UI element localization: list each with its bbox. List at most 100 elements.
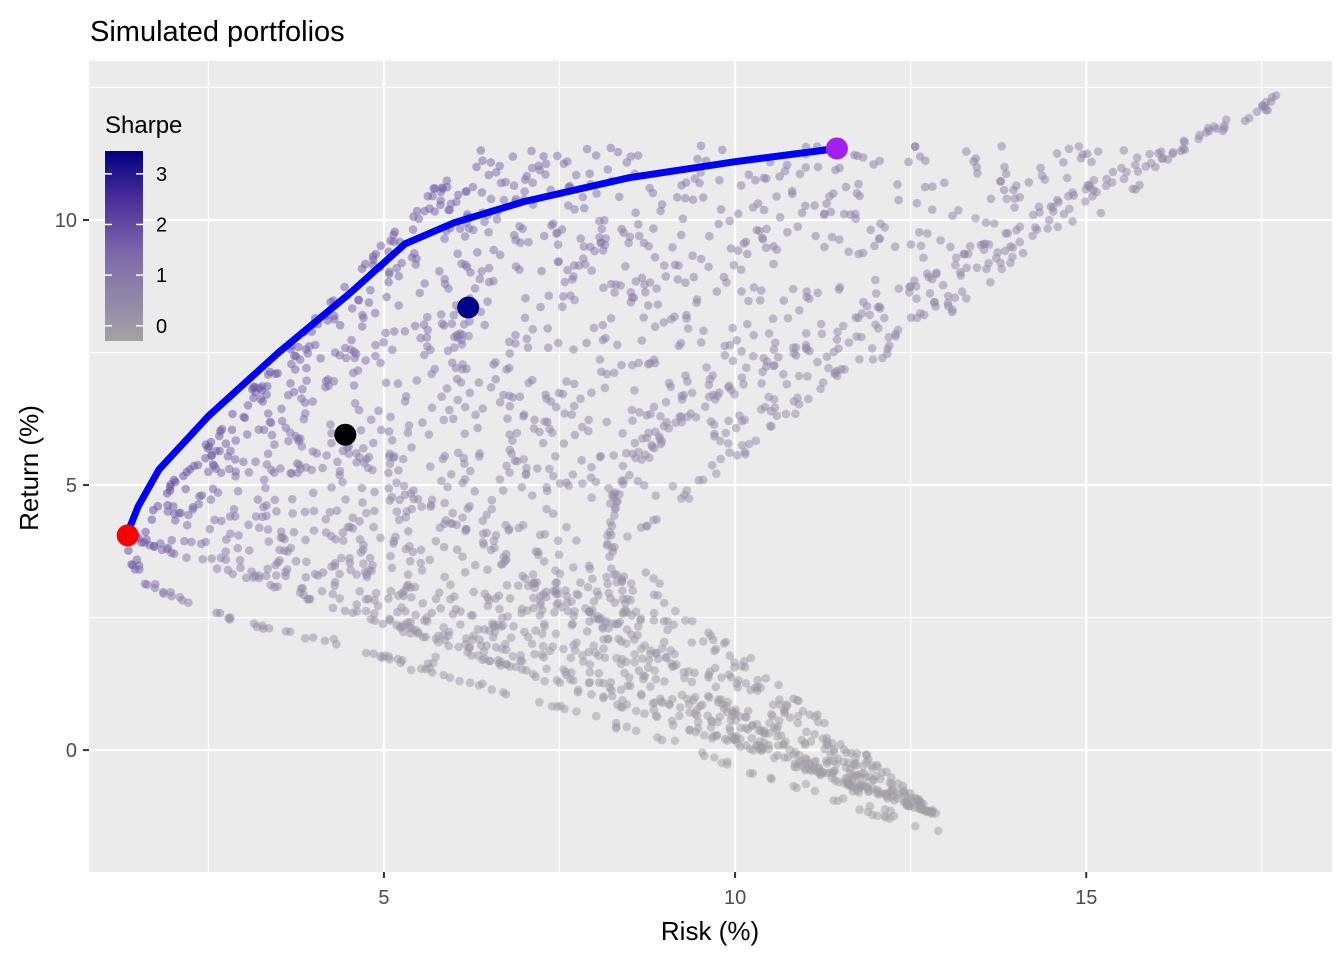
portfolio-point [641, 450, 650, 460]
portfolio-point [361, 648, 371, 658]
portfolio-point [689, 272, 699, 282]
portfolio-point [385, 267, 394, 277]
portfolio-point [567, 410, 576, 419]
portfolio-point [705, 231, 714, 241]
portfolio-point [952, 253, 961, 263]
portfolio-point [435, 523, 445, 532]
portfolio-point [376, 241, 386, 251]
portfolio-point [684, 494, 694, 503]
portfolio-point [810, 786, 820, 796]
portfolio-point [393, 654, 403, 664]
portfolio-point [755, 296, 765, 305]
portfolio-point [322, 451, 331, 460]
portfolio-point [412, 376, 422, 385]
portfolio-point [794, 399, 804, 409]
portfolio-point [832, 335, 842, 344]
portfolio-point [460, 232, 470, 241]
portfolio-point [639, 238, 649, 248]
portfolio-point [444, 205, 453, 215]
portfolio-point [508, 436, 517, 445]
portfolio-point [357, 483, 367, 493]
portfolio-point [591, 151, 601, 160]
portfolio-point [631, 706, 641, 716]
portfolio-point [712, 287, 722, 296]
x-axis: 5 10 15 [378, 872, 1097, 909]
portfolio-point [321, 515, 331, 524]
portfolio-point [554, 550, 564, 559]
portfolio-point [668, 243, 677, 252]
portfolio-point [683, 412, 692, 422]
portfolio-point [1053, 222, 1062, 232]
portfolio-point [623, 532, 632, 541]
portfolio-point [671, 418, 680, 428]
portfolio-point [453, 249, 463, 258]
portfolio-point [425, 462, 435, 471]
portfolio-point [652, 712, 662, 722]
portfolio-point [817, 329, 827, 339]
portfolio-point [392, 263, 402, 273]
portfolio-point [751, 436, 761, 446]
portfolio-point [929, 298, 939, 307]
portfolio-point [801, 201, 810, 211]
portfolio-point [458, 552, 467, 561]
portfolio-point [405, 623, 414, 632]
portfolio-point [141, 527, 150, 537]
portfolio-point [425, 555, 435, 565]
portfolio-point [844, 338, 854, 347]
portfolio-point [359, 444, 368, 453]
portfolio-point [822, 739, 831, 749]
portfolio-point [562, 522, 571, 532]
portfolio-point [668, 720, 678, 730]
portfolio-point [835, 283, 845, 292]
portfolio-point [721, 428, 730, 438]
portfolio-point [948, 211, 957, 221]
portfolio-point [724, 439, 733, 448]
portfolio-point [1052, 149, 1062, 158]
portfolio-point [859, 768, 869, 778]
portfolio-point [340, 606, 350, 616]
portfolio-point [440, 636, 450, 645]
portfolio-point [536, 302, 545, 312]
portfolio-point [685, 726, 694, 735]
portfolio-point [813, 288, 822, 298]
portfolio-point [610, 542, 619, 552]
portfolio-point [550, 608, 559, 617]
portfolio-point [402, 582, 412, 591]
portfolio-point [704, 262, 713, 272]
portfolio-point [706, 631, 716, 640]
portfolio-point [919, 310, 929, 320]
portfolio-point [570, 205, 579, 214]
portfolio-point [635, 408, 644, 417]
y-tick-label: 5 [66, 475, 77, 497]
portfolio-point [505, 594, 515, 603]
portfolio-point [769, 242, 778, 251]
portfolio-point [759, 728, 768, 738]
portfolio-point [403, 428, 413, 438]
portfolio-point [633, 476, 643, 486]
portfolio-point [294, 342, 303, 352]
portfolio-point [477, 267, 487, 276]
portfolio-point [682, 314, 691, 323]
portfolio-point [428, 658, 438, 668]
portfolio-point [700, 751, 709, 761]
portfolio-point [445, 673, 455, 682]
portfolio-point [646, 409, 655, 419]
portfolio-point [349, 381, 359, 390]
portfolio-point [737, 441, 747, 450]
portfolio-point [327, 483, 336, 492]
portfolio-point [729, 260, 739, 270]
portfolio-point [420, 279, 430, 288]
portfolio-points [124, 91, 1281, 836]
portfolio-point [335, 320, 345, 330]
portfolio-point [656, 412, 665, 421]
portfolio-point [739, 379, 748, 389]
portfolio-point [913, 797, 923, 806]
portfolio-point [628, 449, 638, 459]
portfolio-point [511, 235, 520, 245]
portfolio-point [527, 639, 537, 648]
portfolio-point [479, 540, 489, 549]
portfolio-point [501, 520, 511, 530]
portfolio-point [874, 787, 883, 796]
portfolio-point [346, 345, 356, 355]
portfolio-point [417, 502, 427, 511]
